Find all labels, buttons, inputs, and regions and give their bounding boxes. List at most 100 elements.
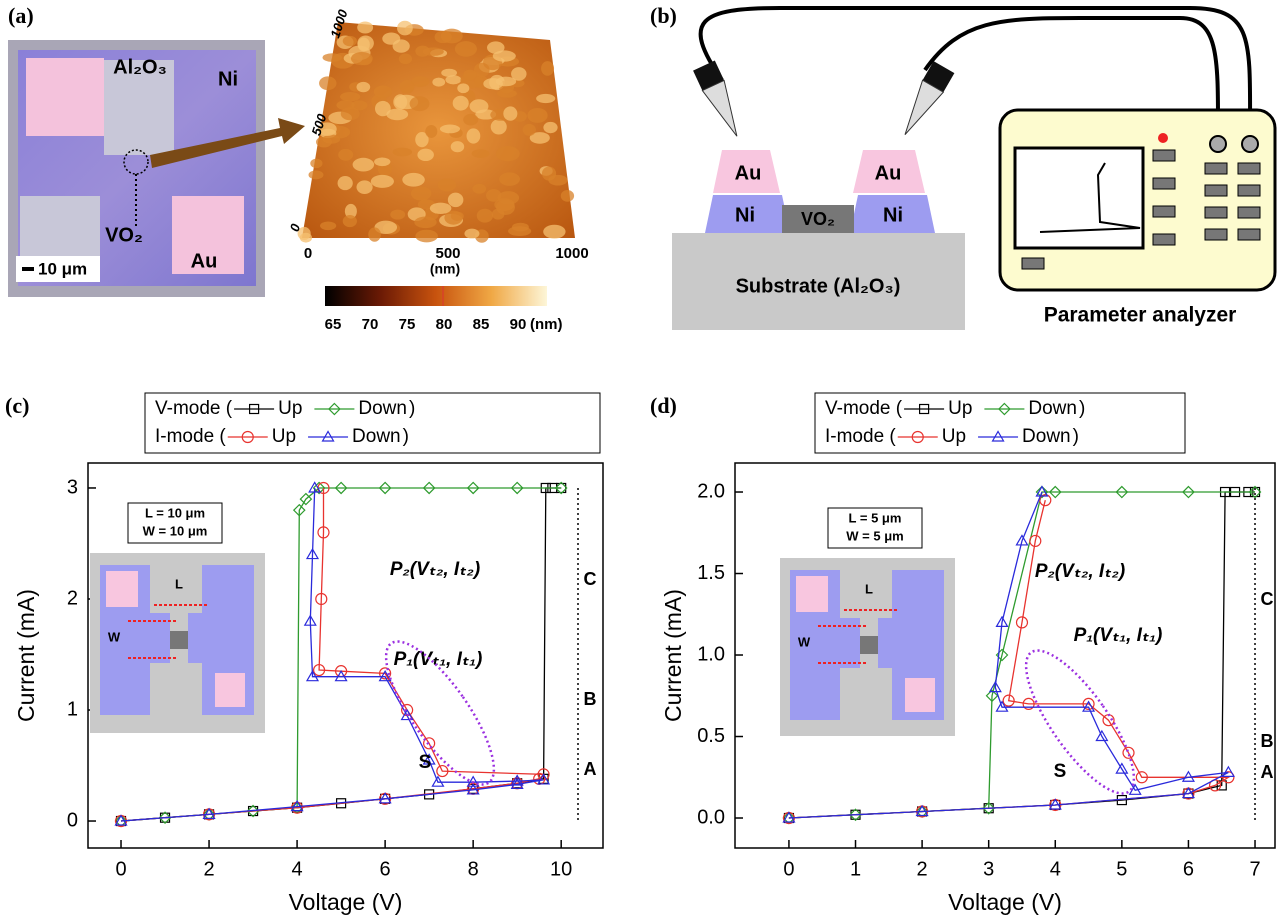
- afm-grain: [343, 215, 357, 227]
- afm-grain: [499, 172, 520, 186]
- panel-label: (d): [650, 393, 677, 418]
- afm-grain: [464, 229, 479, 239]
- afm-grain: [472, 149, 490, 158]
- legend-close: ): [409, 398, 415, 419]
- colorbar-tick: 90: [510, 316, 527, 333]
- colorbar-tick: 80: [436, 316, 453, 333]
- afm-grain: [455, 41, 477, 57]
- afm-grain: [440, 125, 460, 134]
- inset-vo2: [170, 631, 188, 649]
- scale-bar-label: 10 μm: [38, 259, 87, 278]
- annotation: C: [584, 569, 597, 589]
- inset-au: [215, 673, 245, 707]
- annotation: P₁(Vₜ₁, Iₜ₁): [1074, 625, 1163, 646]
- microscope-image: [8, 40, 305, 297]
- inset-text: L: [865, 581, 873, 596]
- legend-close: ): [403, 426, 409, 447]
- y-axis-label: Current (mA): [13, 589, 39, 722]
- afm-grain: [357, 21, 373, 33]
- annotation: S: [419, 752, 432, 773]
- legend-label: Down: [352, 426, 401, 447]
- afm-grain: [323, 53, 342, 62]
- afm-grain: [341, 107, 360, 120]
- colorbar-ticks: 657075808590: [325, 316, 527, 333]
- annotation: B: [584, 689, 597, 709]
- afm-grain: [375, 101, 391, 116]
- colorbar-tick: 70: [362, 316, 379, 333]
- legend-label: Up: [278, 398, 302, 419]
- afm-grain: [523, 124, 536, 136]
- afm-grain: [470, 99, 489, 113]
- afm-grain: [435, 31, 452, 43]
- afm-grain: [451, 141, 464, 152]
- afm-grain: [323, 135, 341, 144]
- annotation: S: [1054, 761, 1067, 782]
- afm-grain: [374, 157, 390, 166]
- label: VO₂: [105, 224, 143, 246]
- y-tick-label: 1: [67, 698, 78, 720]
- x-tick-label: 2: [917, 858, 928, 880]
- inset-text: W: [108, 629, 121, 644]
- annotation: P₂(Vₜ₂, Iₜ₂): [1035, 561, 1125, 582]
- afm-grain: [415, 230, 437, 243]
- legend-label: Down: [1022, 426, 1071, 447]
- inset-au: [106, 571, 138, 607]
- afm-grain: [351, 52, 373, 65]
- x-tick-label: 7: [1249, 858, 1260, 880]
- y-tick-label: 3: [67, 476, 78, 498]
- instrument-label: Parameter analyzer: [1044, 304, 1237, 327]
- legend-prefix: I-mode (: [825, 426, 896, 447]
- afm-grain: [308, 170, 323, 179]
- afm-grain: [542, 167, 556, 181]
- marker: [336, 671, 347, 681]
- layer-label: VO₂: [801, 209, 835, 229]
- afm-grain: [438, 179, 456, 192]
- afm-grain: [503, 106, 517, 120]
- colorbar-unit: (nm): [530, 316, 563, 333]
- afm-grain: [340, 92, 360, 101]
- afm-grain: [411, 186, 431, 200]
- afm-grain: [432, 78, 445, 87]
- inset-ni: [878, 618, 892, 668]
- layer-label: Ni: [735, 204, 755, 226]
- afm-grain: [543, 225, 565, 239]
- afm-grain: [448, 193, 464, 207]
- afm-grain: [410, 96, 430, 111]
- afm-grain: [441, 69, 457, 77]
- afm-grain: [353, 158, 374, 172]
- inset-text: W = 10 μm: [143, 523, 208, 538]
- legend-close: ): [1073, 426, 1079, 447]
- x-tick-label: 10: [550, 858, 572, 880]
- afm-x-unit: (nm): [430, 261, 460, 277]
- afm-grain: [541, 61, 554, 76]
- afm-grain: [400, 80, 415, 94]
- afm-grain: [508, 226, 531, 236]
- x-tick-label: 4: [1050, 858, 1061, 880]
- afm-grain: [390, 210, 405, 220]
- afm-grain: [483, 78, 503, 89]
- x-tick-label: 5: [1116, 858, 1127, 880]
- y-tick-label: 1.5: [697, 562, 725, 584]
- afm-x-tick: 1000: [555, 245, 588, 262]
- panel-label: (a): [8, 3, 34, 28]
- x-tick-label: 0: [783, 858, 794, 880]
- annotation: B: [1261, 731, 1274, 751]
- x-axis-label: Voltage (V): [289, 889, 403, 915]
- panel-label: (b): [650, 3, 677, 28]
- afm-grain: [498, 191, 520, 205]
- afm-grain: [320, 221, 336, 230]
- x-tick-label: 1: [850, 858, 861, 880]
- y-axis-label: Current (mA): [660, 589, 686, 722]
- inset-au: [796, 576, 828, 612]
- afm-grain: [472, 184, 486, 194]
- x-tick-label: 8: [468, 858, 479, 880]
- y-tick-label: 2.0: [697, 480, 725, 502]
- afm-grain: [417, 149, 434, 161]
- colorbar-tick: 85: [473, 316, 490, 333]
- colorbar-tick: 75: [399, 316, 416, 333]
- legend-label: Up: [948, 398, 972, 419]
- colorbar: [325, 286, 547, 306]
- inset-text: W = 5 μm: [846, 528, 903, 543]
- legend-label: Up: [272, 426, 296, 447]
- inset-text: L = 10 μm: [145, 505, 205, 520]
